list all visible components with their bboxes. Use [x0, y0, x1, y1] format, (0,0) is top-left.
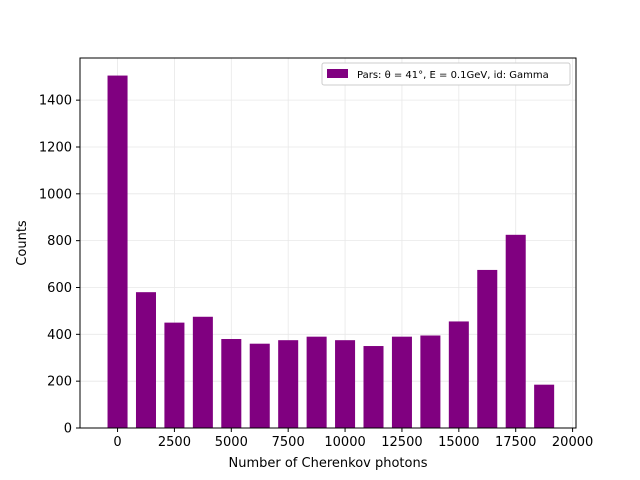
x-tick-label: 15000: [438, 435, 479, 450]
bars: [107, 75, 555, 428]
legend-label: Pars: θ = 41°, E = 0.1GeV, id: Gamma: [357, 70, 549, 81]
y-axis-label: Counts: [15, 220, 30, 266]
bar: [107, 75, 128, 428]
y-tick-label: 200: [47, 375, 72, 390]
x-tick-label: 2500: [158, 435, 191, 450]
bar: [306, 336, 327, 428]
x-tick-label: 5000: [215, 435, 248, 450]
bar: [363, 346, 384, 428]
axes-frame: [79, 57, 577, 429]
x-tick-label: 10000: [324, 435, 365, 450]
legend-box: [321, 62, 571, 86]
legend-swatch: [327, 69, 348, 78]
y-tick-label: 1000: [39, 187, 72, 202]
bar: [249, 343, 270, 428]
y-tick-label: 1400: [39, 94, 72, 109]
bar: [448, 321, 469, 428]
y-tick-label: 400: [47, 328, 72, 343]
bar: [335, 340, 356, 428]
x-tick-label: 12500: [381, 435, 422, 450]
bar: [278, 340, 299, 428]
x-tick-label: 7500: [272, 435, 305, 450]
y-tick-label: 1200: [39, 140, 72, 155]
bar: [192, 316, 213, 428]
bar: [135, 292, 156, 428]
legend: Pars: θ = 41°, E = 0.1GeV, id: Gamma: [321, 62, 571, 86]
bar: [534, 384, 555, 428]
y-axis-ticks: 0 200 400 600 800 1000 1200 1400: [39, 94, 80, 437]
bar: [420, 335, 441, 428]
x-axis-label: Number of Cherenkov photons: [229, 456, 428, 471]
bar: [477, 269, 498, 428]
bar: [221, 339, 242, 428]
y-tick-label: 800: [47, 234, 72, 249]
x-axis-ticks: 0 2500 5000 7500 10000 12500 15000 17500 20000: [113, 428, 593, 450]
bar: [391, 336, 412, 428]
bar: [505, 234, 526, 428]
y-tick-label: 600: [47, 281, 72, 296]
x-tick-label: 17500: [495, 435, 536, 450]
y-tick-label: 0: [64, 422, 72, 437]
x-tick-label: 0: [113, 435, 121, 450]
x-tick-label: 20000: [552, 435, 593, 450]
bar: [164, 322, 185, 428]
